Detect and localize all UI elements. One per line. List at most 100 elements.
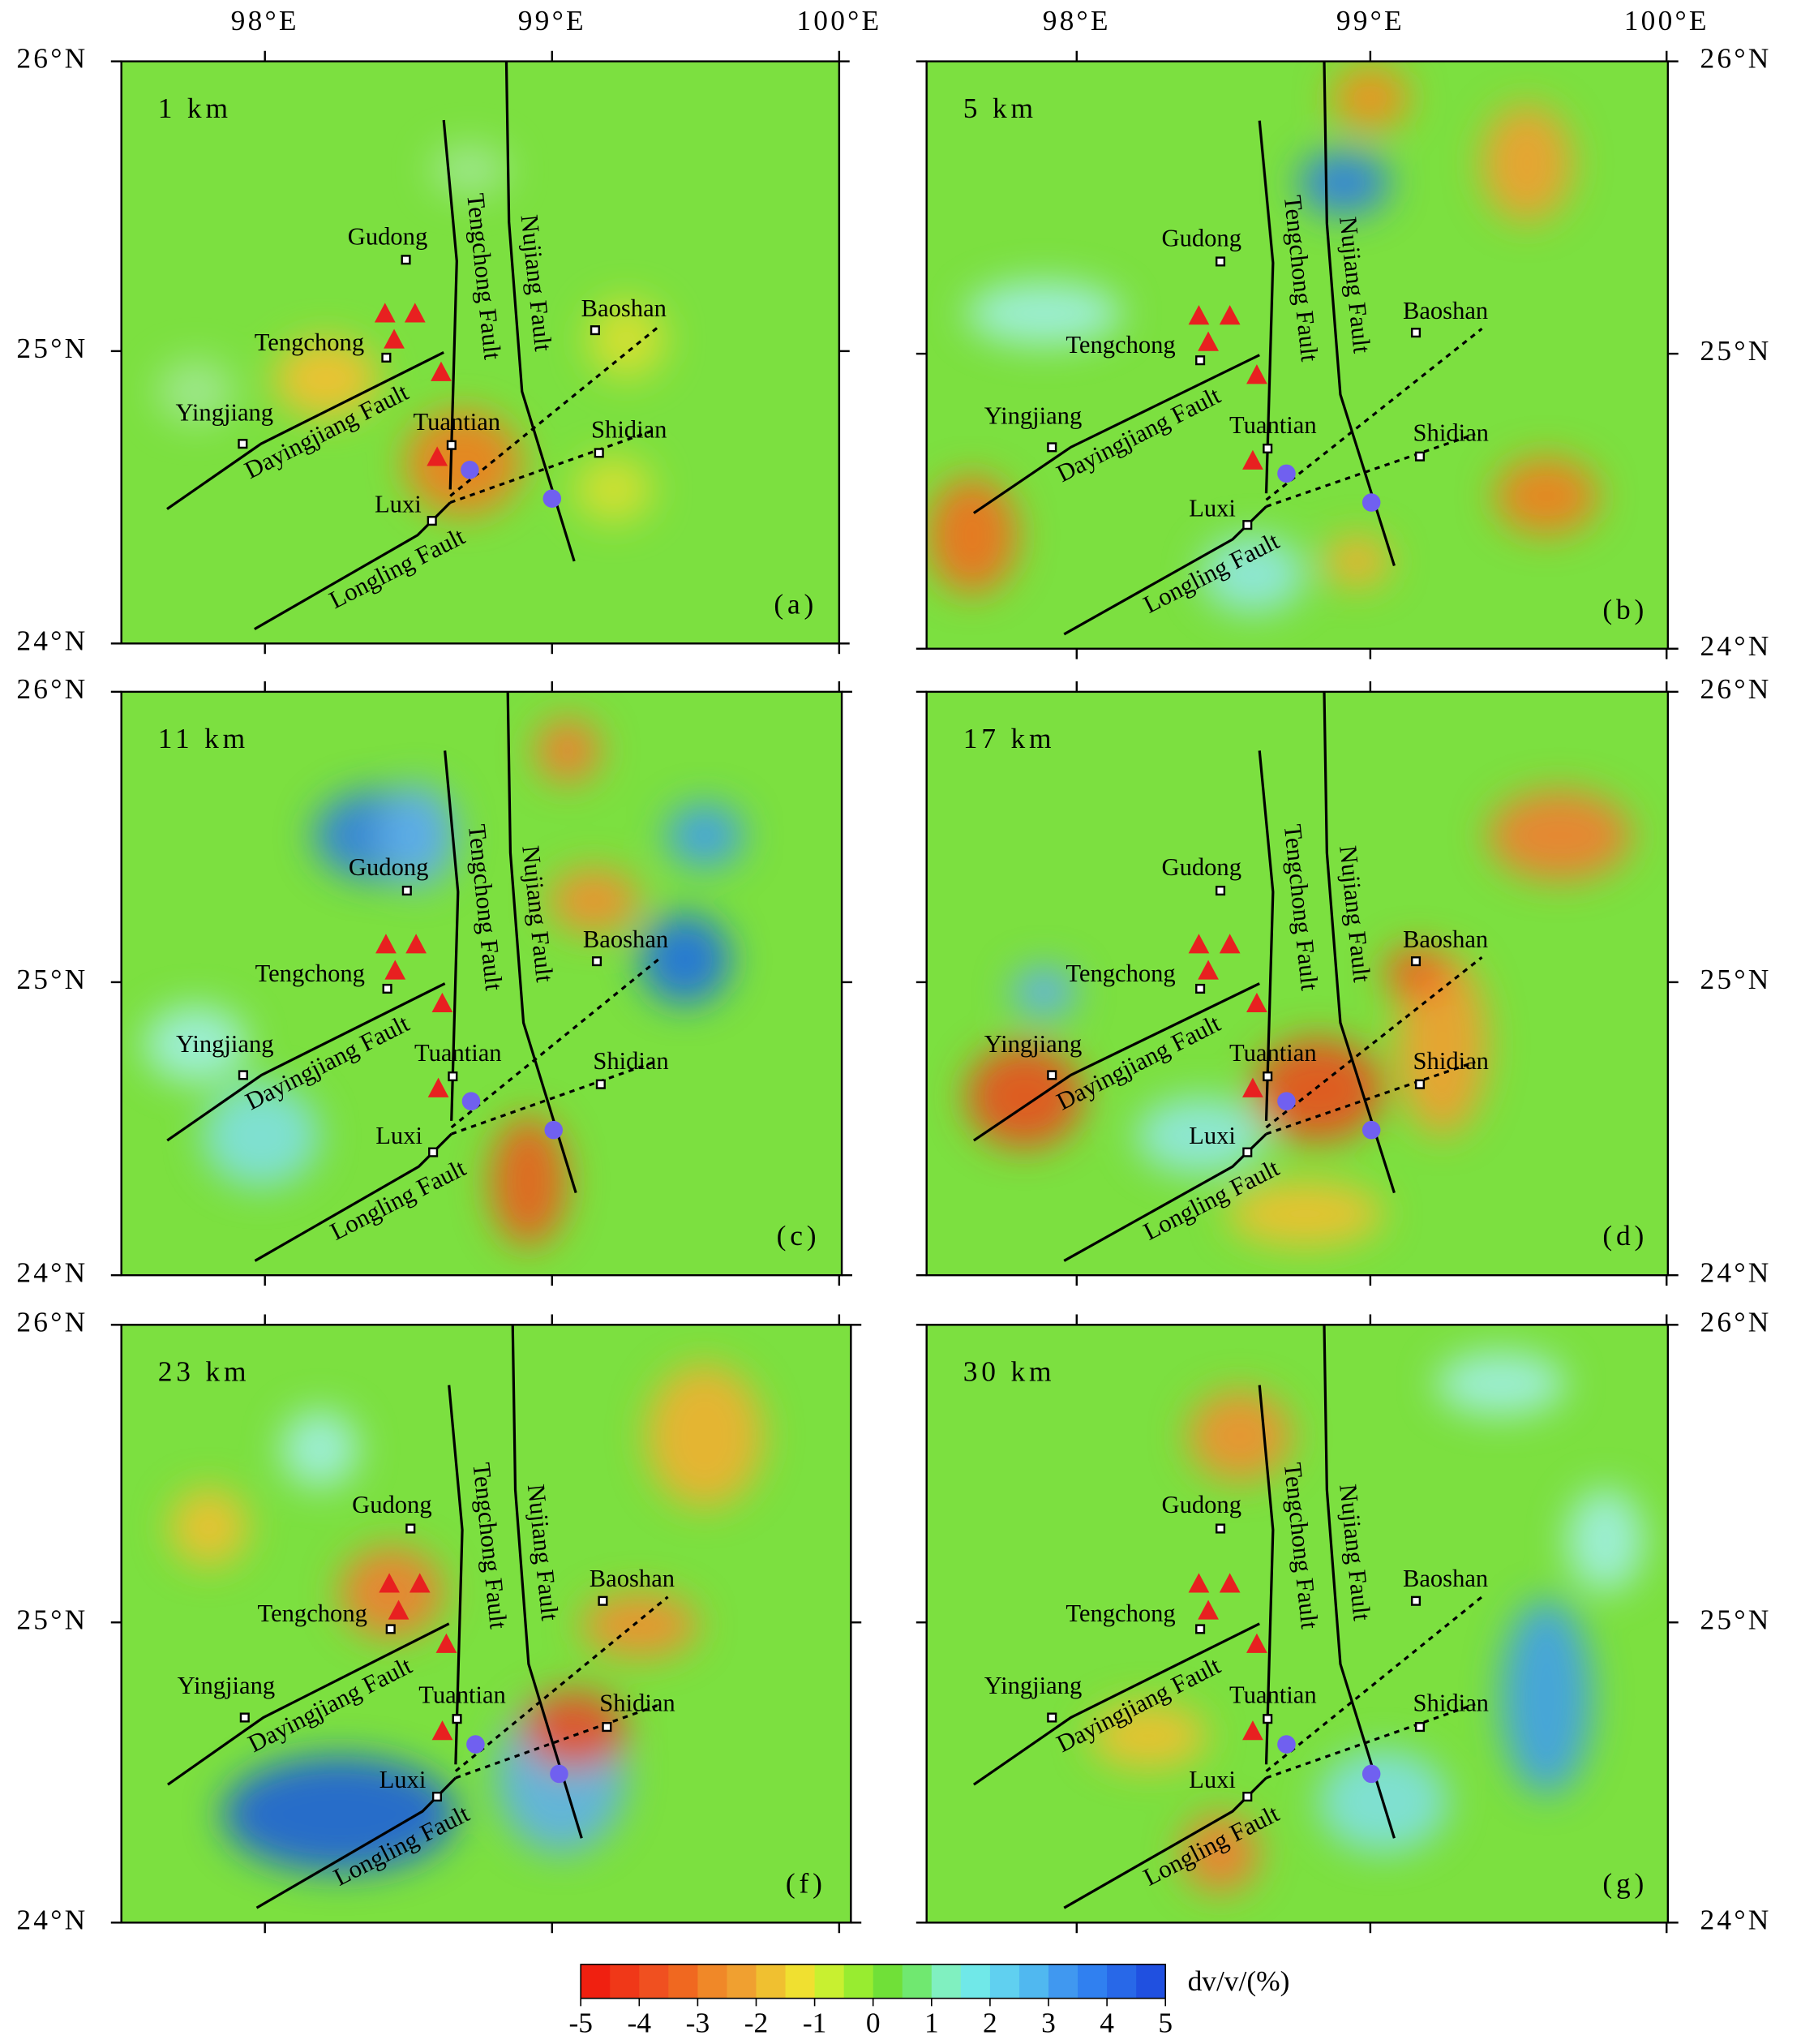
dotted-line bbox=[451, 1060, 655, 1136]
fault-line bbox=[1063, 1776, 1267, 1909]
place-label: Luxi bbox=[379, 1766, 427, 1793]
colorbar-swatch bbox=[1107, 1964, 1137, 1999]
lat-label: 25°N bbox=[16, 1603, 88, 1635]
volcano bbox=[384, 328, 405, 349]
town-marker bbox=[590, 325, 600, 336]
anomaly bbox=[1396, 952, 1488, 1136]
fault-line bbox=[254, 1132, 452, 1262]
colorbar-tick-label: -1 bbox=[803, 2007, 826, 2039]
anomaly bbox=[1331, 65, 1410, 131]
place-label: Shidian bbox=[1413, 1047, 1489, 1075]
volcano bbox=[1188, 305, 1210, 325]
panel-frame bbox=[925, 1324, 1670, 1924]
volcano bbox=[1246, 1633, 1267, 1653]
anomaly bbox=[1200, 535, 1306, 614]
colorbar-swatch bbox=[610, 1964, 641, 1999]
town-marker bbox=[448, 1071, 458, 1082]
lon-label: 99°E bbox=[518, 4, 586, 36]
place-label: Shidian bbox=[591, 416, 667, 444]
lon-label: 100°E bbox=[796, 4, 881, 36]
station bbox=[1361, 1764, 1381, 1784]
volcano bbox=[1242, 1720, 1263, 1741]
fault-line bbox=[1323, 691, 1396, 1194]
volcano bbox=[405, 934, 427, 954]
volcano bbox=[375, 934, 397, 954]
colorbar-swatch bbox=[873, 1964, 903, 1999]
fault-line bbox=[448, 1385, 464, 1765]
volcano bbox=[374, 303, 396, 323]
anomaly bbox=[965, 280, 1123, 346]
place-label: Gudong bbox=[1162, 853, 1241, 881]
colorbar-swatch bbox=[1018, 1964, 1049, 1999]
colorbar-swatch bbox=[1078, 1964, 1108, 1999]
town-marker bbox=[1242, 520, 1253, 530]
anomaly bbox=[1298, 150, 1391, 216]
place-label: Baoshan bbox=[1403, 925, 1488, 953]
town-marker bbox=[1047, 1070, 1057, 1080]
volcano bbox=[1219, 934, 1241, 954]
town-marker bbox=[1263, 1714, 1273, 1724]
panel-label: (b) bbox=[1602, 593, 1648, 625]
volcano bbox=[388, 1600, 410, 1620]
lat-label: 26°N bbox=[1700, 672, 1772, 705]
anomaly bbox=[1435, 1350, 1567, 1416]
place-label: Tengchong bbox=[1066, 960, 1175, 987]
colorbar-swatch bbox=[843, 1964, 874, 1999]
town-marker bbox=[1242, 1147, 1253, 1157]
colorbar-swatch bbox=[989, 1964, 1020, 1999]
place-label: Tuantian bbox=[1229, 1039, 1317, 1067]
colorbar-swatch bbox=[697, 1964, 728, 1999]
map-panel: Tengchong Fault Nujiang FaultDayingjiang … bbox=[16, 1305, 862, 1935]
anomaly bbox=[281, 1409, 359, 1488]
map-panel: Tengchong Fault Nujiang FaultDayingjiang … bbox=[16, 672, 852, 1288]
place-label: Yingjiang bbox=[176, 1030, 274, 1058]
lat-label: 26°N bbox=[16, 1305, 88, 1338]
place-label: Yingjiang bbox=[176, 399, 274, 427]
lat-label: 26°N bbox=[16, 672, 88, 705]
colorbar-tick-label: 2 bbox=[983, 2007, 997, 2039]
volcano bbox=[1219, 1573, 1241, 1593]
colorbar-tick-label: 0 bbox=[866, 2007, 881, 2039]
place-label: Gudong bbox=[352, 1491, 431, 1518]
panel-frame bbox=[120, 690, 843, 1277]
anomaly bbox=[1135, 1096, 1267, 1175]
station bbox=[544, 1120, 563, 1140]
anomaly bbox=[587, 300, 666, 379]
town-marker bbox=[428, 1147, 439, 1157]
volcano bbox=[1198, 960, 1219, 980]
town-marker bbox=[1195, 983, 1206, 994]
anomaly bbox=[665, 802, 744, 869]
volcano bbox=[431, 361, 452, 381]
anomaly bbox=[404, 410, 522, 516]
volcano bbox=[384, 960, 406, 980]
station bbox=[461, 1092, 481, 1110]
panel-label: (a) bbox=[774, 587, 817, 620]
fault-line bbox=[972, 982, 1260, 1142]
fault-line bbox=[444, 750, 460, 1121]
lat-label: 25°N bbox=[16, 963, 88, 995]
dotted-line bbox=[455, 1703, 662, 1780]
anomaly bbox=[1187, 1389, 1293, 1482]
fault-line bbox=[1323, 1325, 1396, 1839]
lat-label: 24°N bbox=[16, 1903, 88, 1935]
fault-line bbox=[1258, 1385, 1275, 1765]
volcano bbox=[431, 992, 453, 1012]
town-marker bbox=[239, 1712, 250, 1723]
town-marker bbox=[1195, 355, 1206, 366]
panel-frame bbox=[925, 60, 1670, 650]
place-label: Tengchong bbox=[255, 960, 365, 987]
dotted-line bbox=[449, 325, 660, 497]
anomaly bbox=[489, 1115, 568, 1247]
lat-label: 25°N bbox=[1700, 963, 1772, 995]
volcano bbox=[379, 1573, 400, 1593]
fault-line bbox=[1258, 120, 1275, 494]
lon-label: 100°E bbox=[1624, 4, 1709, 36]
dotted-line bbox=[1265, 956, 1483, 1129]
map-panel: Tengchong Fault Nujiang FaultDayingjiang … bbox=[916, 4, 1769, 662]
place-label: Shidian bbox=[1413, 1690, 1489, 1717]
colorbar-label: dv/v/(%) bbox=[1188, 1965, 1290, 1997]
dotted-line bbox=[1265, 327, 1483, 501]
volcano bbox=[404, 303, 426, 323]
station bbox=[1277, 1092, 1296, 1110]
